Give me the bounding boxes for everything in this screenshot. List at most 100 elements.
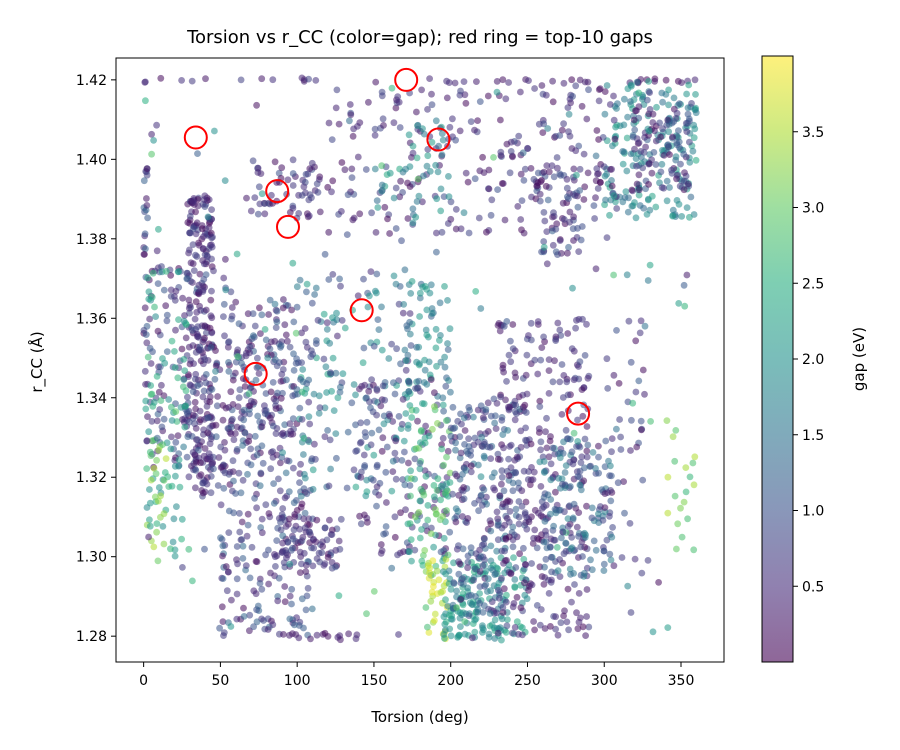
data-point [179, 294, 187, 302]
data-point [336, 545, 344, 553]
data-point [570, 500, 578, 508]
data-point [437, 185, 445, 193]
data-point [391, 449, 399, 457]
data-point [610, 116, 618, 124]
data-point [671, 457, 679, 465]
data-point [428, 101, 436, 109]
data-point [275, 574, 283, 582]
data-point [289, 259, 297, 267]
data-point [221, 469, 229, 477]
data-point [391, 533, 399, 541]
data-point [297, 460, 304, 468]
data-point [288, 600, 295, 608]
data-point [182, 334, 190, 342]
data-point [629, 133, 637, 141]
data-point [484, 443, 491, 451]
data-point [366, 292, 373, 300]
data-point [502, 95, 510, 103]
data-point [160, 510, 168, 518]
data-point [420, 130, 428, 138]
data-point [352, 483, 360, 491]
data-point [412, 406, 420, 414]
data-point [608, 165, 615, 173]
data-point [399, 396, 407, 403]
data-point [407, 290, 415, 297]
data-point [447, 388, 454, 396]
data-point [245, 437, 253, 445]
data-point [258, 442, 266, 450]
data-point [447, 198, 455, 206]
x-tick-label: 350 [668, 673, 695, 689]
data-point [443, 94, 451, 102]
data-point [227, 623, 235, 630]
data-point [269, 76, 277, 84]
data-point [484, 399, 492, 407]
data-point [685, 81, 693, 89]
colorbar-tick-label: 1.5 [802, 428, 824, 444]
data-point [608, 533, 616, 541]
data-point [370, 342, 378, 350]
data-point [419, 283, 426, 291]
data-point [146, 522, 154, 530]
data-point [281, 563, 289, 571]
data-point [623, 134, 631, 142]
data-point [536, 190, 544, 198]
data-point [501, 216, 509, 224]
data-point [401, 346, 409, 354]
data-point [187, 357, 195, 364]
data-point [568, 448, 576, 456]
data-point [283, 554, 290, 562]
data-point [509, 487, 517, 495]
data-point [676, 182, 684, 190]
data-point [248, 543, 256, 551]
data-point [172, 326, 179, 334]
data-point [613, 205, 621, 212]
data-point [552, 337, 560, 344]
data-point [504, 427, 512, 434]
data-point [677, 160, 684, 168]
data-point [270, 480, 277, 487]
data-point [207, 344, 215, 351]
data-point [264, 626, 272, 633]
data-point [433, 248, 440, 256]
data-point [143, 202, 151, 209]
data-point [314, 316, 322, 324]
data-point [352, 391, 359, 399]
data-point [558, 534, 565, 542]
data-point [394, 551, 401, 559]
data-point [505, 351, 513, 359]
data-point [449, 425, 457, 432]
scatter-points [140, 74, 700, 644]
data-point [581, 183, 589, 191]
data-point [334, 332, 341, 340]
data-point [289, 535, 297, 543]
data-point [416, 497, 424, 505]
data-point [490, 484, 497, 492]
data-point [325, 119, 333, 127]
data-point [370, 451, 378, 459]
data-point [571, 581, 578, 588]
data-point [467, 468, 475, 476]
data-point [445, 567, 453, 575]
data-point [658, 160, 666, 168]
data-point [406, 310, 414, 317]
data-point [313, 555, 321, 562]
data-point [211, 375, 219, 383]
data-point [187, 382, 195, 389]
data-point [236, 386, 244, 394]
data-point [368, 376, 375, 383]
data-point [431, 610, 439, 618]
data-point [500, 585, 508, 593]
data-point [234, 560, 241, 568]
data-point [357, 474, 365, 481]
data-point [663, 177, 671, 185]
data-point [577, 459, 585, 466]
data-point [549, 444, 557, 452]
data-point [590, 202, 598, 210]
data-point [192, 425, 200, 432]
data-point [219, 542, 227, 550]
data-point [323, 326, 331, 333]
data-point [549, 241, 557, 249]
data-point [518, 487, 526, 495]
data-point [168, 433, 175, 441]
